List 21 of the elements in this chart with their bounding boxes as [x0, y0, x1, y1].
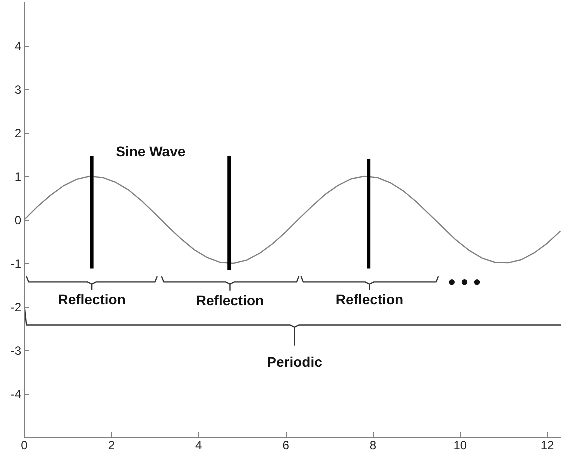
x-tick-label: 10 — [454, 438, 468, 452]
y-tick-label: 3 — [14, 83, 22, 97]
annotation: • • • — [448, 272, 481, 294]
annotation: Reflection — [58, 292, 126, 308]
x-tick-label: 12 — [540, 438, 555, 452]
annotation: Reflection — [196, 292, 264, 308]
y-tick-label: 1 — [14, 170, 22, 184]
y-tick-label: 0 — [14, 214, 22, 228]
y-tick-label: 2 — [14, 126, 22, 140]
y-tick-label: 4 — [14, 40, 22, 54]
y-tick-label: -1 — [10, 257, 22, 271]
x-tick-label: 2 — [108, 438, 116, 452]
annotation: Sine Wave — [116, 143, 186, 160]
annotation: Periodic — [267, 354, 323, 370]
x-tick-label: 8 — [370, 438, 377, 452]
x-tick-label: 4 — [196, 438, 203, 452]
x-tick-label: 6 — [282, 438, 290, 452]
annotation: Reflection — [336, 292, 404, 308]
y-tick-label: -3 — [10, 344, 22, 358]
y-tick-label: -2 — [10, 300, 22, 314]
y-tick-label: -4 — [10, 388, 22, 402]
